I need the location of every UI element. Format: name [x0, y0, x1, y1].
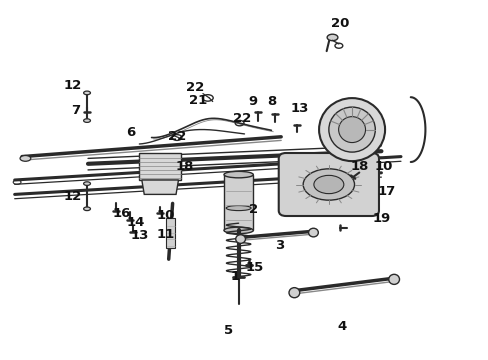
Ellipse shape [303, 169, 354, 200]
Text: 8: 8 [266, 95, 275, 108]
Text: 20: 20 [330, 17, 348, 30]
Ellipse shape [83, 119, 90, 122]
Text: 17: 17 [376, 185, 395, 198]
Bar [224, 175, 253, 230]
Polygon shape [142, 180, 178, 194]
FancyBboxPatch shape [278, 153, 378, 216]
Ellipse shape [388, 274, 399, 284]
Ellipse shape [308, 228, 318, 237]
Text: 14: 14 [126, 216, 145, 229]
Text: 22: 22 [167, 130, 186, 143]
Ellipse shape [83, 91, 90, 95]
Bar [166, 218, 175, 248]
Text: 13: 13 [289, 102, 308, 114]
Text: 2: 2 [248, 203, 257, 216]
Text: 16: 16 [112, 207, 130, 220]
Text: 5: 5 [224, 324, 233, 337]
Ellipse shape [224, 171, 253, 178]
Ellipse shape [326, 34, 337, 41]
Text: 19: 19 [371, 212, 390, 225]
Ellipse shape [288, 288, 299, 298]
Text: 10: 10 [374, 160, 392, 173]
Ellipse shape [225, 206, 251, 211]
Text: 12: 12 [63, 79, 81, 92]
Text: 7: 7 [71, 104, 80, 117]
Text: 18: 18 [175, 160, 194, 173]
Text: 10: 10 [156, 209, 174, 222]
Ellipse shape [328, 107, 375, 152]
FancyBboxPatch shape [139, 153, 181, 180]
Text: 9: 9 [248, 95, 257, 108]
Text: 3: 3 [275, 239, 284, 252]
Ellipse shape [224, 227, 253, 234]
Text: 1: 1 [230, 270, 239, 283]
Text: 22: 22 [186, 81, 204, 94]
Ellipse shape [318, 98, 384, 161]
Ellipse shape [313, 175, 343, 194]
Ellipse shape [83, 182, 90, 185]
Text: 15: 15 [244, 261, 263, 274]
Text: 12: 12 [63, 190, 81, 203]
Text: 4: 4 [337, 320, 346, 333]
Ellipse shape [338, 117, 365, 143]
Text: 6: 6 [126, 126, 135, 139]
Text: 18: 18 [349, 160, 368, 173]
Text: 21: 21 [188, 94, 207, 107]
Text: 22: 22 [232, 112, 251, 125]
Ellipse shape [235, 235, 245, 243]
Ellipse shape [20, 156, 31, 161]
Text: 13: 13 [130, 229, 148, 242]
Ellipse shape [83, 207, 90, 211]
Text: 11: 11 [156, 228, 174, 241]
